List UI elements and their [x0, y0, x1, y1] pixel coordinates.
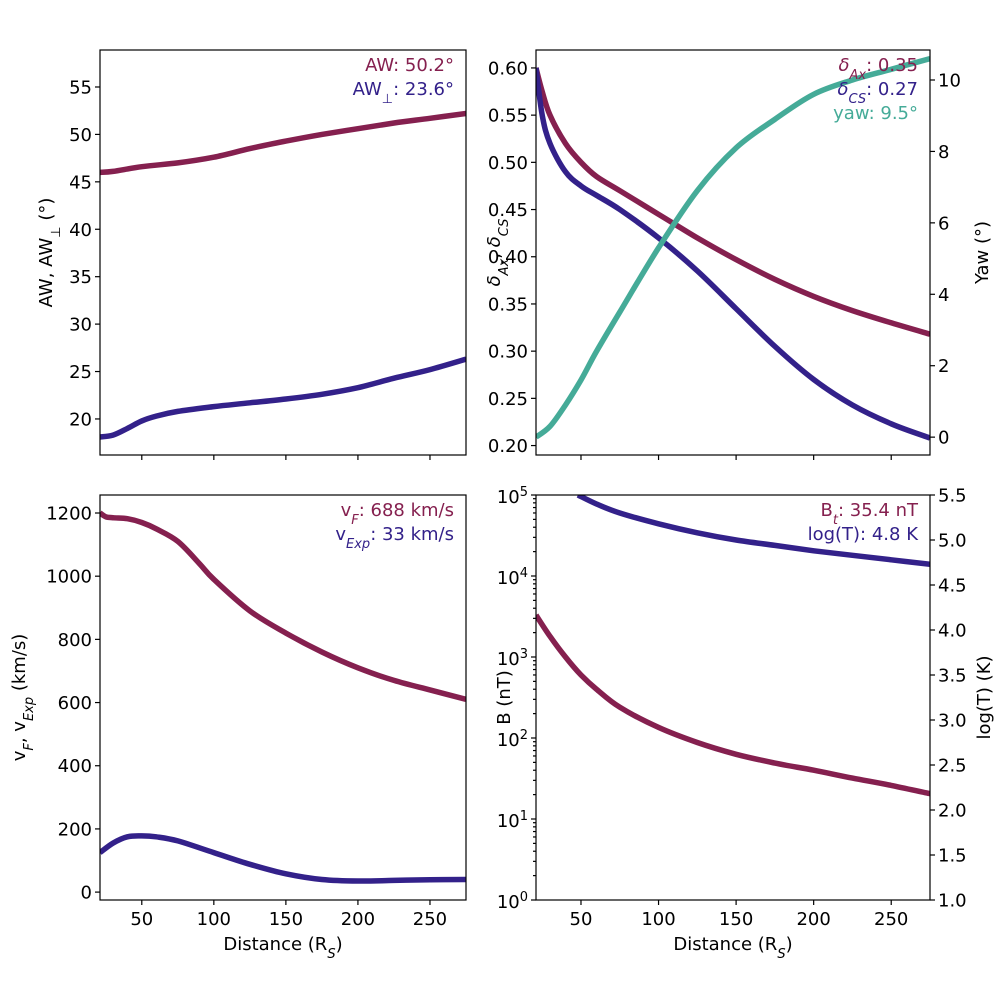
annotation-maroon: vF: 688 km/s [341, 500, 454, 528]
y-right-tick-label: 5.5 [938, 486, 967, 507]
series-line-b [536, 613, 930, 797]
series-line-yaw [536, 55, 930, 440]
y-tick-label: 1000 [46, 567, 92, 588]
y-right-tick-label: 2.5 [938, 756, 967, 777]
series-line-vf [100, 510, 466, 703]
y-tick-label: 100 [497, 890, 528, 914]
plot-frame [535, 49, 931, 456]
y-right-tick-label: 10 [938, 71, 961, 92]
annotation-indigo: AW⊥: 23.6° [353, 79, 454, 107]
y-tick-label: 101 [497, 809, 528, 833]
y-tick-label: 200 [58, 819, 92, 840]
y-right-tick-label: 0 [938, 428, 949, 449]
series-line-aw [100, 110, 466, 176]
y-right-tick-label: 5.0 [938, 531, 967, 552]
y-tick-label: 0.60 [488, 58, 528, 79]
y-tick-label: 0.25 [488, 389, 528, 410]
x-tick-label: 200 [796, 909, 830, 930]
series-line-logt [576, 495, 930, 568]
y-tick-label: 0.45 [488, 200, 528, 221]
x-tick-label: 200 [341, 909, 375, 930]
panel-delta-yaw: 0.20 0.25 0.30 0.35 0.40 0.45 0.50 0.55 0.60 0 2 4 6… [484, 49, 993, 460]
y-axis-label: vF, vExp (km/s) [9, 634, 37, 762]
y-tick-label: 102 [497, 728, 528, 752]
y-right-axis-label: Yaw (°) [972, 221, 993, 285]
plot-frame [99, 494, 467, 901]
y-tick-label: 103 [497, 647, 528, 671]
y-tick-label: 0.55 [488, 106, 528, 127]
panel-angular-width: 20 25 30 35 40 45 50 55 AW, AW⊥ (°) AW: 50.2° AW⊥:… [36, 49, 467, 460]
y-right-tick-label: 1.5 [938, 846, 967, 867]
y-tick-label: 30 [69, 315, 92, 336]
annotation-maroon: Bt: 35.4 nT [821, 500, 919, 528]
y-tick-label: 45 [69, 172, 92, 193]
y-tick-label: 50 [69, 125, 92, 146]
y-right-tick-label: 2 [938, 356, 949, 377]
y-right-tick-label: 4.0 [938, 621, 967, 642]
x-tick-label: 250 [874, 909, 908, 930]
series-group [536, 55, 930, 441]
y-tick-label: 600 [58, 693, 92, 714]
x-tick-label: 100 [197, 909, 231, 930]
x-tick-label: 50 [130, 909, 153, 930]
series-group [536, 495, 930, 797]
y-tick-label: 25 [69, 362, 92, 383]
series-line-vexp [100, 833, 466, 884]
series-line-cs [536, 67, 930, 441]
series-line-aw [100, 356, 466, 440]
y-tick-label: 0.30 [488, 342, 528, 363]
y-axis-label: AW, AW⊥ (°) [36, 198, 64, 308]
annotation-teal: yaw: 9.5° [833, 103, 918, 124]
y-axis-label: δAx, δCS [484, 219, 512, 287]
annotation-indigo: δCS: 0.27 [838, 79, 918, 107]
x-tick-label: 250 [413, 909, 447, 930]
x-axis-label: Distance (RS) [223, 934, 342, 962]
y-right-tick-label: 3.0 [938, 711, 967, 732]
y-tick-label: 1200 [46, 504, 92, 525]
y-tick-label: 0.20 [488, 436, 528, 457]
series-group [100, 510, 466, 884]
annotation-maroon: δAx: 0.35 [839, 55, 918, 83]
x-tick-label: 150 [269, 909, 303, 930]
series-line-ax [536, 67, 930, 337]
y-right-tick-label: 6 [938, 213, 949, 234]
y-tick-label: 0.50 [488, 153, 528, 174]
x-tick-label: 150 [719, 909, 753, 930]
x-axis-label: Distance (RS) [673, 934, 792, 962]
y-tick-label: 55 [69, 77, 92, 98]
annotation-maroon: AW: 50.2° [365, 55, 454, 76]
y-tick-label: 0.35 [488, 294, 528, 315]
x-tick-label: 50 [570, 909, 593, 930]
y-tick-label: 105 [497, 485, 528, 509]
y-right-tick-label: 1.0 [938, 891, 967, 912]
y-right-tick-label: 4 [938, 285, 949, 306]
y-tick-label: 40 [69, 220, 92, 241]
y-tick-label: 0 [81, 883, 92, 904]
y-tick-label: 35 [69, 267, 92, 288]
panel-field-temperature: 50 100 150 200 250 100 101 102 103 104 105 1.0 1.5 2.… [494, 485, 995, 962]
y-right-tick-label: 4.5 [938, 576, 967, 597]
y-right-axis-label: log(T) (K) [974, 655, 995, 739]
panel-velocity: 50 100 150 200 250 0 200 400 600 800 1000 1200 vF, v… [9, 494, 467, 962]
x-tick-label: 100 [641, 909, 675, 930]
y-tick-label: 400 [58, 756, 92, 777]
y-axis-label: B (nT) [494, 670, 515, 725]
y-tick-label: 0.40 [488, 247, 528, 268]
y-right-tick-label: 2.0 [938, 801, 967, 822]
plot-frame [99, 49, 467, 456]
y-tick-label: 104 [497, 566, 528, 590]
annotation-indigo: vExp: 33 km/s [335, 524, 454, 552]
annotation-indigo: log(T): 4.8 K [808, 524, 920, 545]
y-right-tick-label: 8 [938, 142, 949, 163]
plot-frame [535, 494, 931, 901]
series-group [100, 110, 466, 440]
y-right-tick-label: 3.5 [938, 666, 967, 687]
y-tick-label: 800 [58, 630, 92, 651]
y-tick-label: 20 [69, 409, 92, 430]
